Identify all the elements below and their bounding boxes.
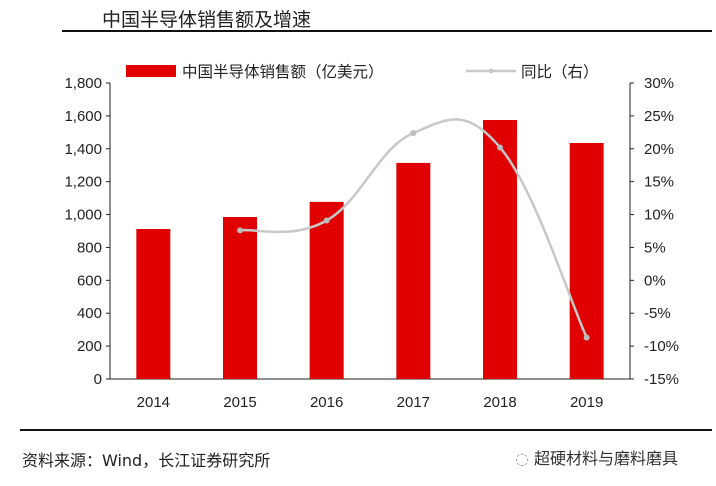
footer-rule [20,429,712,431]
bar-2014 [136,229,171,379]
yoy-point [583,334,590,341]
bar-2019 [569,143,604,379]
chart-plot: 中国半导体销售额（亿美元） 同比（右） 0 200 400 600 800 1,000 1,… [64,63,679,411]
right-tick-label: 10% [644,207,674,224]
x-tick-label: 2014 [137,394,170,411]
wechat-icon: ◌ [515,449,535,468]
left-tick-label: 600 [77,272,102,289]
right-tick-label: -15% [644,371,679,388]
yoy-point [410,129,417,136]
yoy-point [497,144,503,151]
chart-title: 中国半导体销售额及增速 [102,9,312,31]
legend-marker-yoy [488,68,494,74]
left-tick-label: 1,400 [64,141,102,158]
left-tick-label: 400 [77,305,102,322]
bar-2015 [223,217,257,379]
legend-swatch-sales [126,65,176,77]
x-tick-label: 2017 [397,394,430,411]
left-tick-label: 1,800 [64,75,102,92]
right-tick-label: 0% [644,272,666,289]
watermark: ◌ 超硬材料与磨料磨具 [515,445,678,469]
source-note: 资料来源：Wind，长江证券研究所 [22,451,271,470]
legend-label-sales: 中国半导体销售额（亿美元） [182,63,384,81]
watermark-text: 超硬材料与磨料磨具 [534,449,679,468]
bar-2016 [309,201,344,379]
left-tick-label: 200 [77,338,102,355]
x-tick-label: 2019 [570,394,603,411]
right-tick-label: 25% [644,108,674,125]
right-tick-label: 15% [644,174,674,191]
bar-2018 [483,120,517,379]
title-rule [62,30,712,32]
yoy-point [237,227,243,234]
x-tick-label: 2016 [310,394,343,411]
x-tick-label: 2018 [483,394,516,411]
left-tick-label: 1,200 [64,174,102,191]
legend-label-yoy: 同比（右） [521,63,599,81]
left-tick-label: 1,000 [64,207,102,224]
left-tick-label: 800 [77,239,102,256]
right-tick-label: 5% [644,239,666,256]
right-tick-label: -5% [644,305,671,322]
x-tick-label: 2015 [223,394,256,411]
yoy-line [239,118,588,339]
right-tick-label: 30% [644,75,674,92]
left-tick-label: 1,600 [64,108,102,125]
right-tick-label: 20% [644,141,674,158]
yoy-point [323,217,330,224]
bar-2017 [396,162,431,379]
right-tick-label: -10% [644,338,679,355]
legend: 中国半导体销售额（亿美元） 同比（右） [126,63,599,81]
left-tick-label: 0 [94,371,102,388]
